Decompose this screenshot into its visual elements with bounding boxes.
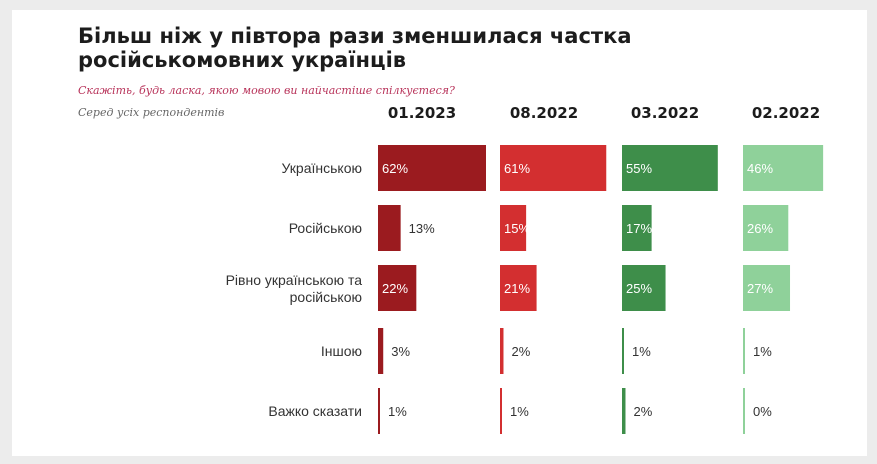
row-label-both: Рівно українською та російською	[82, 272, 362, 306]
chart-title-line-2: російськомовних українців	[78, 48, 407, 72]
value-label-01.2023-2: 22%	[382, 281, 408, 296]
value-label-01.2023-4: 1%	[388, 404, 407, 419]
bar-08.2022-4	[500, 388, 502, 434]
column-header-02-2022: 02.2022	[751, 104, 821, 122]
bar-01.2023-1	[378, 205, 401, 251]
bar-03.2022-3	[622, 328, 624, 374]
value-label-03.2022-4: 2%	[633, 404, 652, 419]
bar-08.2022-0	[500, 145, 607, 191]
respondent-base: Серед усіх респондентів	[78, 106, 225, 119]
bar-08.2022-1	[500, 205, 527, 251]
row-label-line: Рівно українською та	[225, 272, 362, 288]
row-label-russian: Російською	[82, 220, 362, 237]
value-label-08.2022-4: 1%	[510, 404, 529, 419]
row-label-other: Іншою	[82, 343, 362, 360]
value-label-08.2022-3: 2%	[511, 344, 530, 359]
survey-question: Скажіть, будь ласка, якою мовою ви найча…	[78, 84, 455, 97]
row-label-line: російською	[289, 289, 362, 305]
bar-02.2022-0	[743, 145, 824, 191]
bar-01.2023-3	[378, 328, 384, 374]
value-label-08.2022-0: 61%	[504, 161, 530, 176]
row-label-line: Важко сказати	[268, 403, 362, 419]
value-label-03.2022-2: 25%	[626, 281, 652, 296]
value-label-01.2023-3: 3%	[391, 344, 410, 359]
row-label-line: Російською	[288, 220, 362, 236]
bar-01.2023-2	[378, 265, 417, 311]
bar-03.2022-4	[622, 388, 626, 434]
value-label-02.2022-3: 1%	[753, 344, 772, 359]
column-header-08-2022: 08.2022	[509, 104, 579, 122]
value-label-02.2022-2: 27%	[747, 281, 773, 296]
value-label-01.2023-1: 13%	[409, 221, 435, 236]
bar-01.2023-0	[378, 145, 486, 191]
bar-02.2022-4	[743, 388, 745, 434]
chart-title: Більш ніж у півтора рази зменшилася част…	[78, 24, 638, 72]
bar-02.2022-1	[743, 205, 789, 251]
bar-02.2022-2	[743, 265, 791, 311]
bar-08.2022-2	[500, 265, 537, 311]
column-header-01-2023: 01.2023	[387, 104, 457, 122]
chart-title-line-1: Більш ніж у півтора рази зменшилася част…	[78, 24, 632, 48]
bar-03.2022-0	[622, 145, 718, 191]
row-label-ukrainian: Українською	[82, 160, 362, 177]
value-label-01.2023-0: 62%	[382, 161, 408, 176]
value-label-03.2022-1: 17%	[626, 221, 652, 236]
row-label-line: Іншою	[320, 343, 362, 359]
chart-card	[12, 10, 867, 456]
value-label-02.2022-0: 46%	[747, 161, 773, 176]
value-label-08.2022-2: 21%	[504, 281, 530, 296]
bar-01.2023-4	[378, 388, 380, 434]
bar-03.2022-1	[622, 205, 652, 251]
value-label-02.2022-4: 0%	[753, 404, 772, 419]
bar-03.2022-2	[622, 265, 666, 311]
column-header-03-2022: 03.2022	[630, 104, 700, 122]
bar-08.2022-3	[500, 328, 504, 374]
row-label-line: Українською	[281, 160, 362, 176]
value-label-02.2022-1: 26%	[747, 221, 773, 236]
value-label-03.2022-3: 1%	[632, 344, 651, 359]
bar-02.2022-3	[743, 328, 745, 374]
value-label-03.2022-0: 55%	[626, 161, 652, 176]
row-label-hard-to-say: Важко сказати	[82, 403, 362, 420]
value-label-08.2022-1: 15%	[504, 221, 530, 236]
